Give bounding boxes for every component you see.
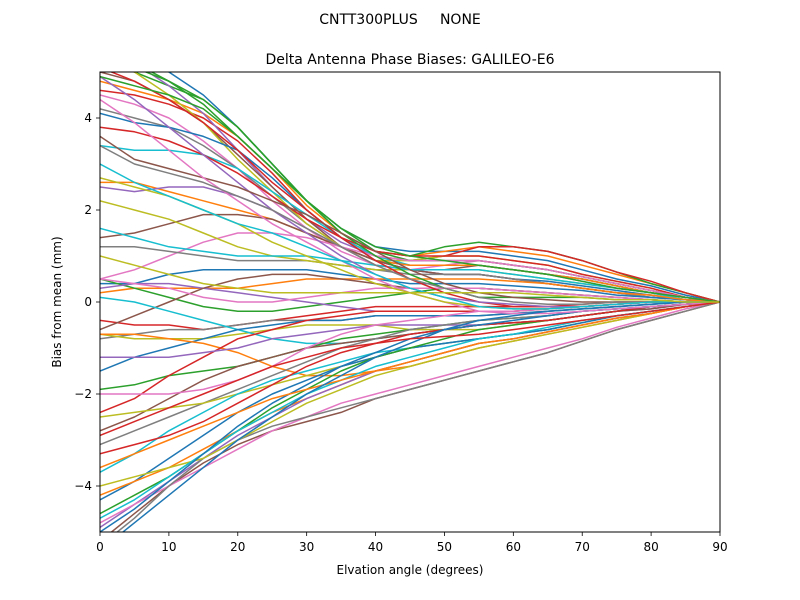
series-line-s58: [100, 144, 720, 306]
y-axis-label: Bias from mean (mm): [50, 236, 64, 367]
y-tick-label: 4: [84, 111, 92, 125]
series-line-s61: [121, 301, 720, 532]
x-tick-label: 0: [96, 540, 104, 554]
x-tick-label: 70: [575, 540, 590, 554]
x-tick-label: 10: [161, 540, 176, 554]
x-tick-label: 40: [368, 540, 383, 554]
x-tick-label: 50: [437, 540, 452, 554]
chart-suptitle: CNTT300PLUS NONE: [319, 12, 481, 28]
series-line-s62: [100, 75, 720, 303]
y-tick-label: −2: [74, 387, 92, 401]
y-tick-label: −4: [74, 479, 92, 493]
series-line-s63: [100, 301, 720, 437]
series-line-s21: [100, 269, 720, 303]
series-line-s49: [100, 301, 720, 487]
x-tick-label: 90: [712, 540, 727, 554]
series-layer: [100, 72, 720, 532]
series-line-s52: [100, 301, 720, 469]
chart-title: Delta Antenna Phase Biases: GALILEO-E6: [265, 52, 554, 68]
y-tick-label: 0: [84, 295, 92, 309]
series-line-s64: [100, 255, 720, 303]
series-line-s01: [166, 72, 720, 303]
x-axis-ticks: 0 10 20 30 40 50 60 70 80 90: [96, 532, 728, 554]
x-tick-label: 60: [506, 540, 521, 554]
x-tick-label: 20: [230, 540, 245, 554]
series-line-s44: [100, 301, 720, 455]
x-tick-label: 30: [299, 540, 314, 554]
x-tick-label: 80: [643, 540, 658, 554]
y-tick-label: 2: [84, 203, 92, 217]
series-line-s12: [100, 181, 720, 303]
series-line-s60: [100, 163, 720, 310]
x-axis-label: Elvation angle (degrees): [337, 563, 484, 577]
y-axis-ticks: −4 −2 0 2 4: [74, 111, 100, 493]
series-line-s17: [100, 232, 720, 303]
